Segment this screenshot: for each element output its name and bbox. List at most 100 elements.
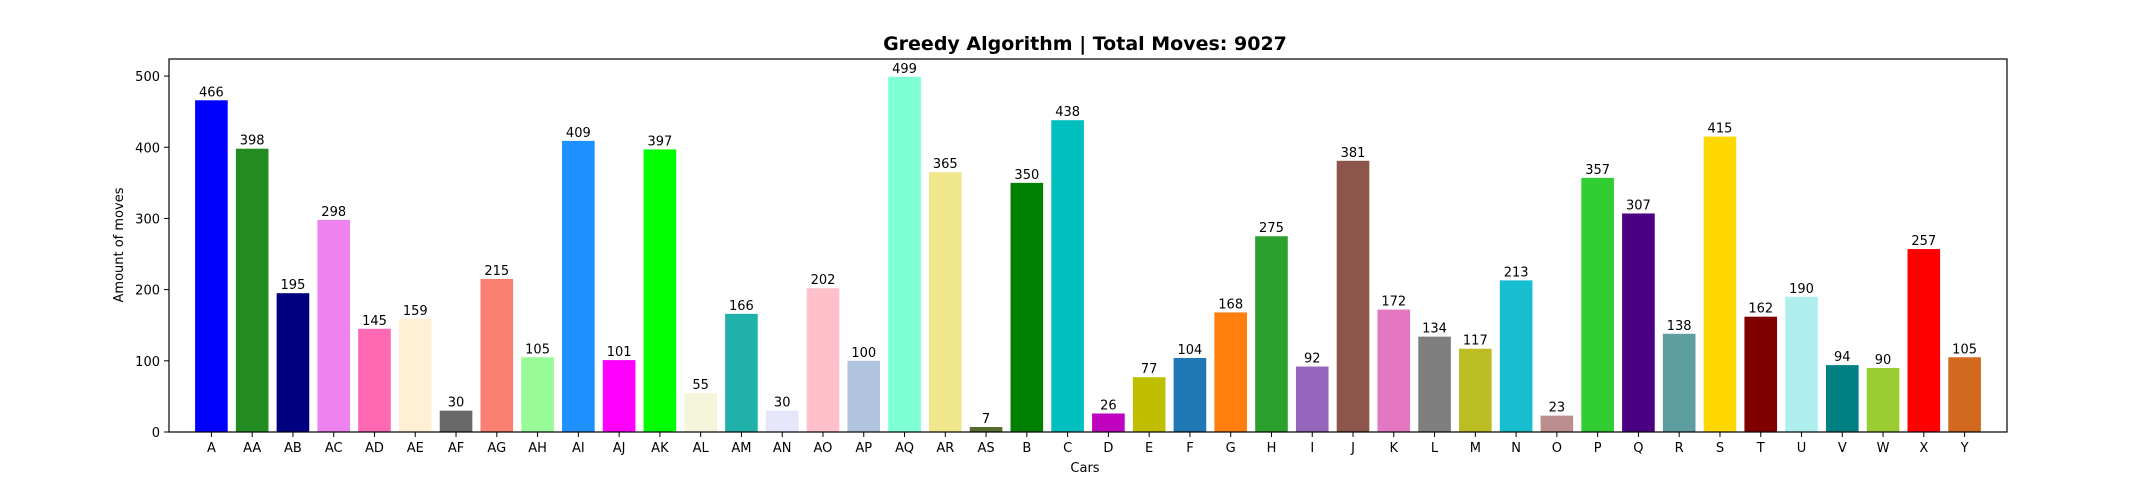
bar-x — [1907, 249, 1941, 432]
data-label-s: 415 — [1708, 122, 1733, 137]
bar-a — [195, 100, 228, 433]
bar-v — [1825, 365, 1859, 432]
bar-ak — [643, 149, 677, 433]
bar-aa — [235, 148, 269, 432]
bar-m — [1459, 348, 1492, 432]
chart-title: Greedy Algorithm | Total Moves: 9027 — [883, 33, 1287, 55]
data-label-o: 23 — [1549, 401, 1566, 416]
x-tick-label: E — [1145, 441, 1153, 456]
bar-ae — [398, 318, 432, 432]
bar-b — [1010, 182, 1044, 432]
y-axis: 0 100 200 300 400 500 — [135, 70, 169, 441]
data-label-k: 172 — [1381, 295, 1406, 310]
data-label-f: 104 — [1178, 343, 1203, 358]
data-label-d: 26 — [1100, 398, 1117, 413]
data-label-u: 190 — [1789, 282, 1814, 297]
data-label-aq: 499 — [892, 62, 917, 77]
x-tick-label: AI — [572, 441, 585, 456]
x-tick-label: U — [1797, 441, 1807, 456]
data-label-r: 138 — [1667, 319, 1692, 334]
x-tick-label: S — [1716, 441, 1724, 456]
x-tick-label: J — [1350, 441, 1355, 456]
bar-w — [1866, 367, 1900, 432]
y-tick-label: 200 — [135, 284, 160, 299]
x-tick-label: AN — [773, 441, 792, 456]
x-tick-label: AK — [651, 441, 669, 456]
x-tick-label: AF — [448, 441, 464, 456]
data-label-ao: 202 — [811, 273, 836, 288]
x-tick-label: I — [1310, 441, 1314, 456]
data-labels-group: 466 398 195 298 145 159 30 215 105 409 101 397 55 166… — [199, 62, 1977, 427]
bar-ab — [276, 293, 310, 432]
bar-q — [1622, 213, 1655, 432]
bar-ac — [317, 219, 351, 432]
x-tick-label: AS — [977, 441, 994, 456]
data-label-l: 134 — [1422, 322, 1447, 337]
bar-n — [1499, 280, 1533, 432]
bar-d — [1092, 413, 1125, 432]
data-label-ar: 365 — [933, 157, 958, 172]
x-tick-label: R — [1675, 441, 1684, 456]
data-label-ah: 105 — [525, 342, 550, 357]
data-label-b: 350 — [1014, 168, 1039, 183]
data-label-af: 30 — [448, 396, 465, 411]
data-label-t: 162 — [1748, 302, 1773, 317]
data-label-ag: 215 — [484, 264, 509, 279]
bar-e — [1132, 377, 1166, 432]
x-tick-label: F — [1186, 441, 1193, 456]
x-tick-label: D — [1103, 441, 1113, 456]
bar-r — [1662, 333, 1696, 432]
x-tick-label: N — [1511, 441, 1521, 456]
data-label-aj: 101 — [607, 345, 632, 360]
bar-s — [1703, 136, 1737, 432]
data-label-p: 357 — [1585, 163, 1610, 178]
data-label-e: 77 — [1141, 362, 1158, 377]
bar-k — [1377, 309, 1411, 432]
bar-j — [1336, 160, 1370, 432]
bar-y — [1948, 357, 1981, 432]
y-tick-label: 500 — [135, 70, 160, 85]
x-tick-label: AE — [407, 441, 424, 456]
bar-t — [1744, 316, 1778, 432]
data-label-am: 166 — [729, 299, 754, 314]
data-label-as: 7 — [982, 412, 990, 427]
bar-h — [1255, 236, 1288, 432]
data-label-al: 55 — [692, 378, 709, 393]
data-label-ab: 195 — [281, 278, 306, 293]
x-tick-label: AH — [528, 441, 547, 456]
bar-ao — [806, 288, 840, 432]
x-tick-label: AP — [855, 441, 872, 456]
x-tick-label: O — [1552, 441, 1562, 456]
bar-as — [969, 427, 1003, 432]
x-tick-label: A — [207, 441, 216, 456]
bar-p — [1581, 177, 1614, 432]
plot-frame — [168, 58, 2008, 433]
bar-ag — [480, 278, 514, 432]
x-tick-label: AQ — [895, 441, 914, 456]
data-label-an: 30 — [774, 396, 791, 411]
data-label-q: 307 — [1626, 198, 1651, 213]
bar-aj — [602, 360, 636, 432]
x-tick-label: T — [1756, 441, 1765, 456]
bar-o — [1540, 415, 1574, 432]
y-tick-label: 400 — [135, 141, 160, 156]
bar-ap — [847, 360, 881, 432]
data-label-j: 381 — [1341, 146, 1366, 161]
bar-aq — [888, 76, 921, 432]
bar-al — [684, 392, 717, 432]
y-tick-label: 100 — [135, 355, 160, 370]
x-tick-label: C — [1063, 441, 1072, 456]
x-tick-label: B — [1022, 441, 1031, 456]
bar-c — [1051, 120, 1084, 432]
bar-ad — [358, 328, 391, 432]
x-tick-label: AM — [731, 441, 751, 456]
x-tick-label: AR — [936, 441, 954, 456]
bar-g — [1214, 312, 1248, 432]
data-label-ae: 159 — [403, 304, 428, 319]
data-label-ai: 409 — [566, 126, 591, 141]
data-label-y: 105 — [1952, 342, 1977, 357]
data-label-c: 438 — [1055, 105, 1080, 120]
data-label-aa: 398 — [240, 134, 265, 149]
bar-l — [1418, 336, 1451, 432]
